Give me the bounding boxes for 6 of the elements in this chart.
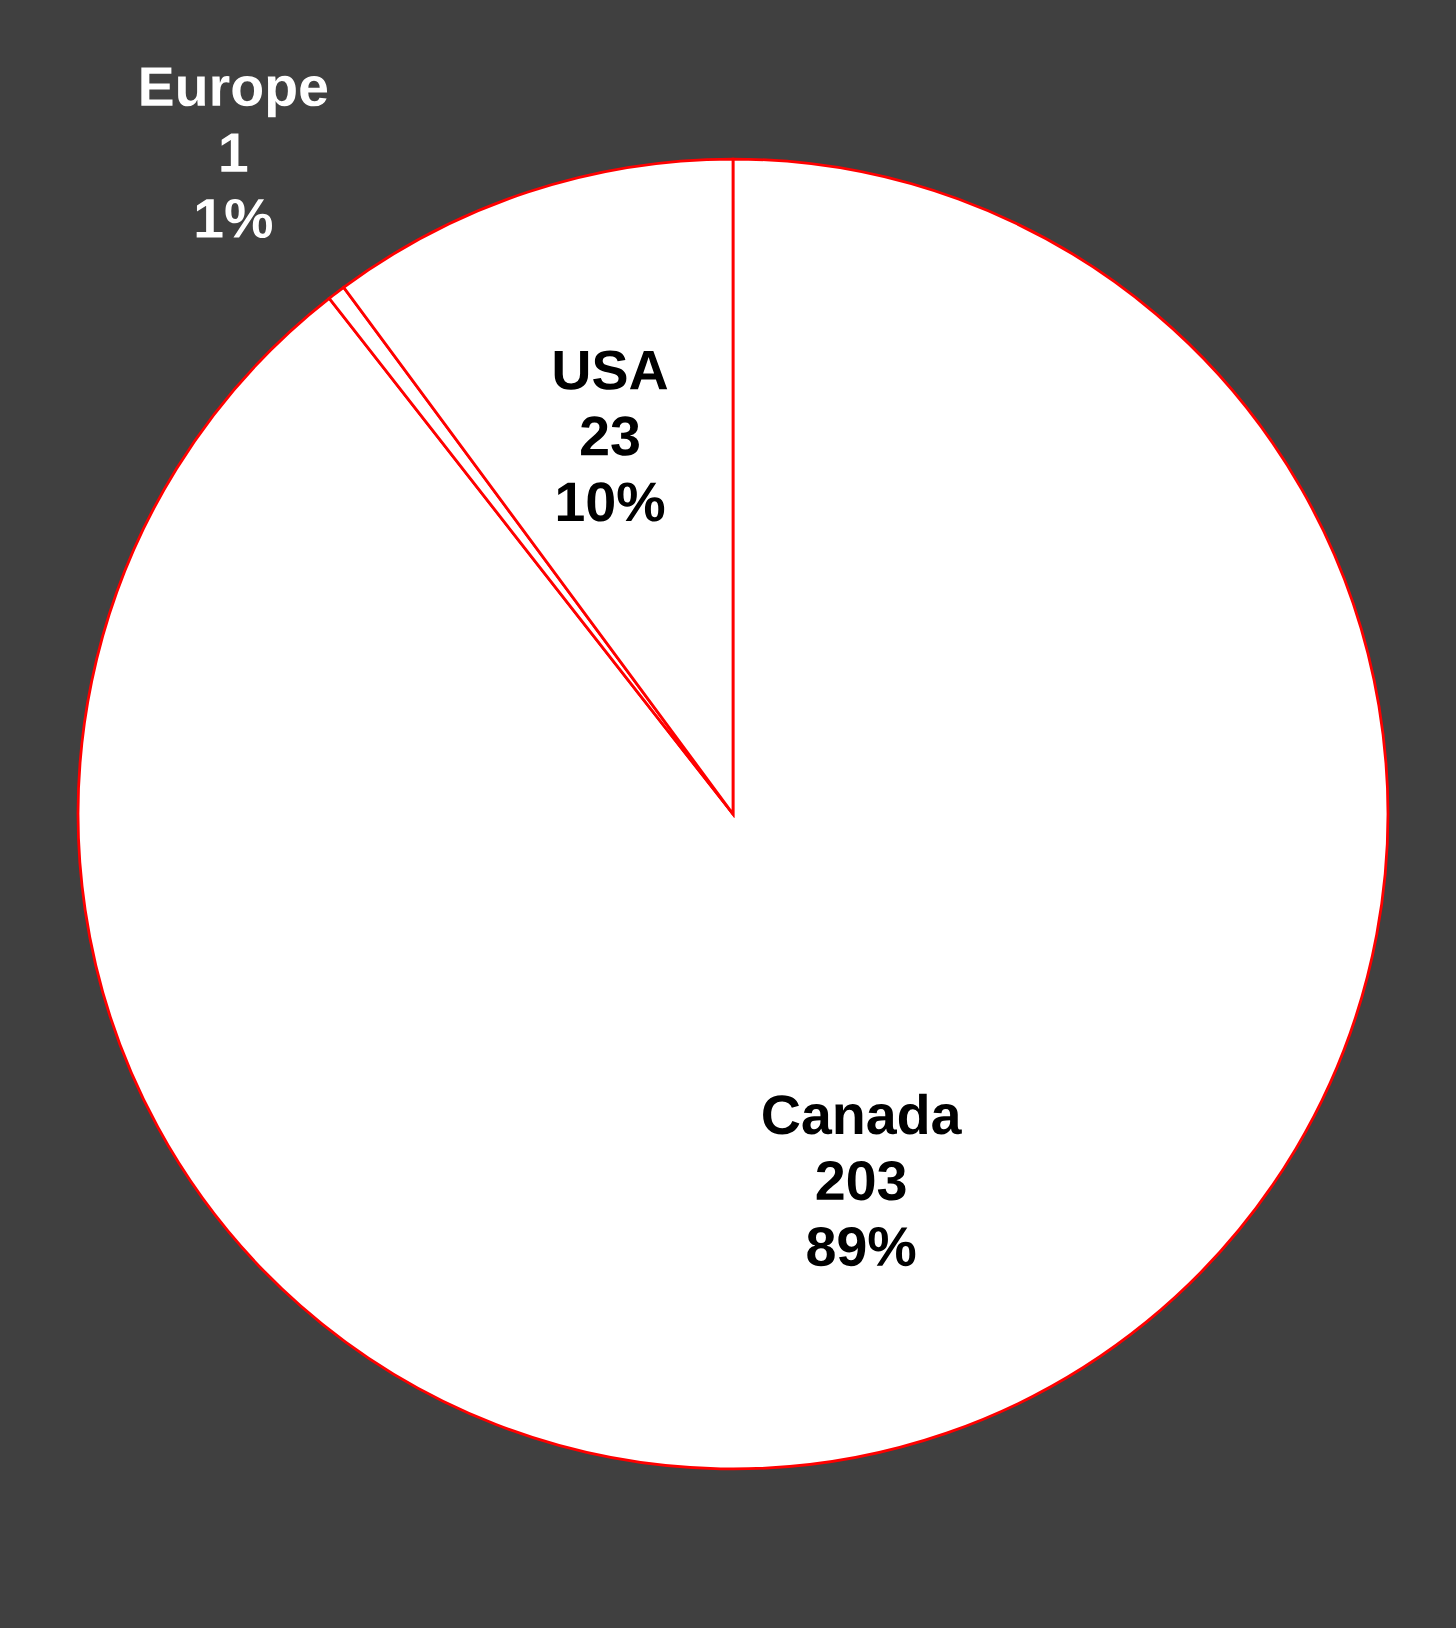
slice-label: USA bbox=[554, 350, 668, 390]
data-label: 1 1% bbox=[196, 133, 272, 238]
slice-label: Canada bbox=[763, 1093, 962, 1135]
data-label: 23 10% bbox=[557, 416, 665, 522]
slice-label: Europe bbox=[141, 67, 328, 118]
data-label: 203 89% bbox=[807, 1161, 916, 1267]
